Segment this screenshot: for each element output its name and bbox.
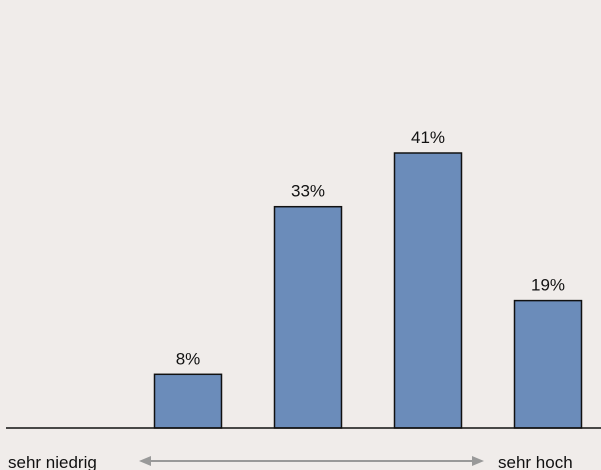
data-label-5: 19%	[531, 276, 565, 295]
bar-4	[393, 152, 463, 429]
bar-2	[153, 373, 223, 429]
data-labels-group: 8% 33% 41% 19%	[176, 128, 565, 368]
scale-arrow-left-head	[139, 456, 151, 466]
data-label-3: 33%	[291, 182, 325, 201]
bar-3	[273, 205, 343, 429]
scale-arrow	[139, 456, 484, 466]
bars-group	[153, 152, 583, 429]
axis-right-label: sehr hoch	[498, 453, 573, 470]
scale-arrow-right-head	[472, 456, 484, 466]
data-label-2: 8%	[176, 349, 201, 368]
bar-5	[513, 299, 583, 429]
axis-left-label: sehr niedrig	[8, 453, 97, 470]
data-label-4: 41%	[411, 128, 445, 147]
